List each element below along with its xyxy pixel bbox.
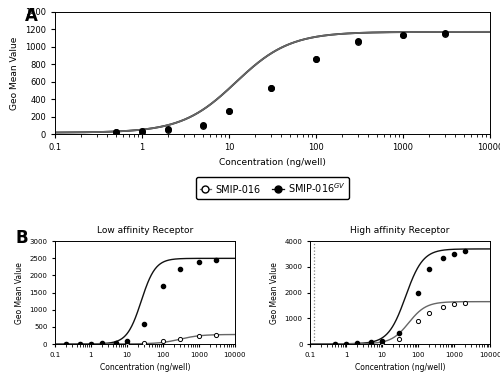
X-axis label: Concentration (ng/well): Concentration (ng/well) xyxy=(355,363,446,372)
Y-axis label: Geo Mean Value: Geo Mean Value xyxy=(10,36,20,110)
X-axis label: Concentration (ng/well): Concentration (ng/well) xyxy=(100,363,190,372)
X-axis label: Concentration (ng/well): Concentration (ng/well) xyxy=(219,158,326,167)
Legend: SMIP-016, SMIP-016$^{GV}$: SMIP-016, SMIP-016$^{GV}$ xyxy=(196,177,350,199)
Title: High affinity Receptor: High affinity Receptor xyxy=(350,226,450,235)
Text: A: A xyxy=(24,7,38,25)
Y-axis label: Geo Mean Value: Geo Mean Value xyxy=(15,262,24,324)
Title: Low affinity Receptor: Low affinity Receptor xyxy=(97,226,193,235)
Y-axis label: Geo Mean Value: Geo Mean Value xyxy=(270,262,279,324)
Text: B: B xyxy=(16,229,28,247)
